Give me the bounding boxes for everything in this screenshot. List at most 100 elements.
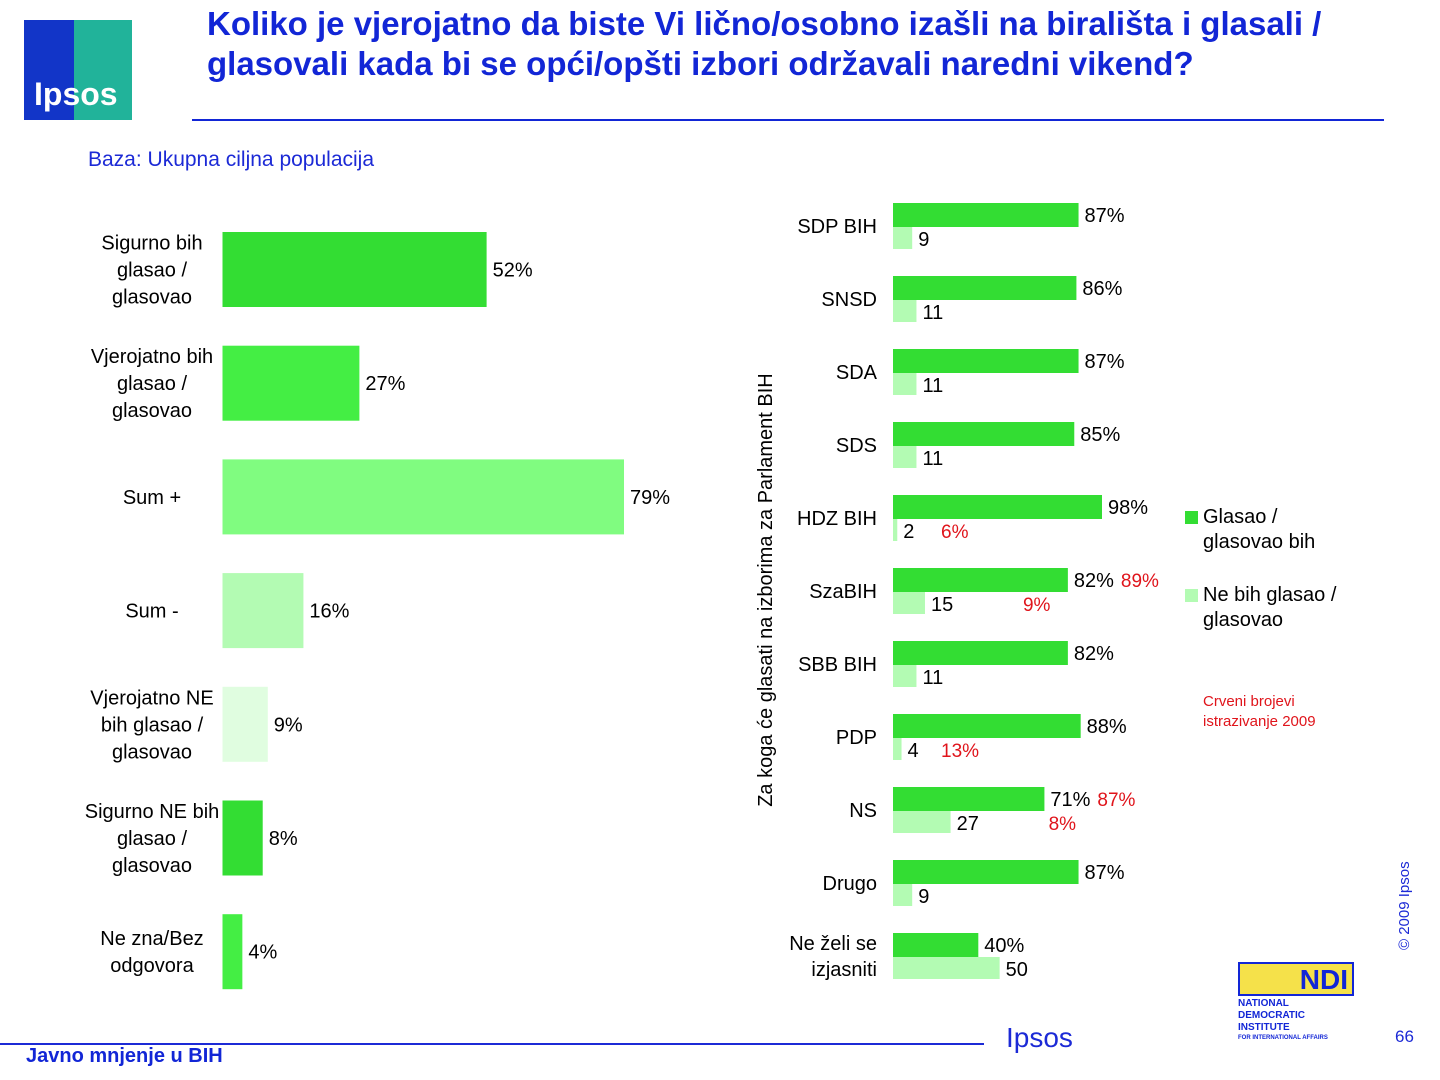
left-category-label-4-0: Vjerojatno NE <box>90 687 213 709</box>
left-category-label-0-0: Sigurno bih <box>101 233 202 255</box>
left-category-label-4-1: bih glasao / <box>101 714 204 736</box>
right-bar-glasao-2 <box>893 349 1079 373</box>
copyright: © 2009 Ipsos <box>1396 861 1413 950</box>
legend-label-ne-bih-line1: Ne bih glasao / <box>1203 584 1337 606</box>
left-bar-label-0: 52% <box>493 260 533 282</box>
right-bar-ne-bih-0 <box>893 227 913 249</box>
left-bar-label-2: 79% <box>630 487 670 509</box>
legend-swatch-ne-bih <box>1185 589 1198 602</box>
right-category-label-3-0: SDS <box>836 435 877 457</box>
footer-title: Javno mnjenje u BIH <box>26 1045 223 1067</box>
logo-text: Ipsos <box>34 76 118 112</box>
right-bar-ne-bih-6 <box>893 665 917 687</box>
right-label-ne-bih-7: 4 <box>908 740 919 762</box>
legend-label-glasao: Glasao / glasovao bih <box>1203 505 1315 555</box>
right-label-glasao-2: 87% <box>1085 351 1125 373</box>
ndi-mark: NDI <box>1238 962 1354 996</box>
right-label-glasao-5: 82% <box>1074 570 1114 592</box>
right-bar-glasao-10 <box>893 933 979 957</box>
right-annotation-2009-3: 13% <box>941 741 979 762</box>
left-category-label-4-2: glasovao <box>112 741 192 763</box>
left-category-label-0-2: glasovao <box>112 287 192 309</box>
right-category-label-6-0: SBB BIH <box>798 654 877 676</box>
right-category-label-10-0: Ne želi se <box>789 933 877 955</box>
ndi-line1: NATIONAL <box>1238 998 1289 1009</box>
right-axis-title: Za koga će glasati na izborima za Parlam… <box>755 373 777 807</box>
legend-swatch-glasao <box>1185 511 1198 524</box>
left-bar-4 <box>222 686 268 762</box>
left-bar-label-6: 4% <box>248 942 277 964</box>
right-label-glasao-0: 87% <box>1085 205 1125 227</box>
right-bar-glasao-6 <box>893 641 1068 665</box>
left-category-label-5-2: glasovao <box>112 855 192 877</box>
page-number: 66 <box>1395 1027 1414 1046</box>
legend-label-glasao-line2: glasovao bih <box>1203 531 1316 553</box>
left-bar-5 <box>222 800 263 876</box>
right-label-ne-bih-4: 2 <box>903 521 914 543</box>
right-bar-glasao-8 <box>893 787 1045 811</box>
right-annotation-2009-1: 89% <box>1121 571 1159 592</box>
right-label-glasao-1: 86% <box>1082 278 1122 300</box>
right-bar-ne-bih-3 <box>893 446 917 468</box>
left-category-label-6-1: odgovora <box>110 955 194 977</box>
right-label-ne-bih-9: 9 <box>918 886 929 908</box>
right-category-label-9-0: Drugo <box>823 873 877 895</box>
right-annotation-2009-4: 87% <box>1097 790 1135 811</box>
right-bar-glasao-3 <box>893 422 1075 446</box>
right-category-label-1-0: SNSD <box>821 289 877 311</box>
ndi-line2: DEMOCRATIC <box>1238 1010 1306 1021</box>
left-category-label-3-0: Sum - <box>125 601 178 623</box>
right-bar-glasao-7 <box>893 714 1081 738</box>
right-category-label-10-1: izjasniti <box>811 959 877 981</box>
right-label-ne-bih-10: 50 <box>1006 959 1028 981</box>
right-bar-ne-bih-9 <box>893 884 913 906</box>
right-annotation-2009-2: 9% <box>1023 595 1051 616</box>
right-bar-ne-bih-5 <box>893 592 925 614</box>
right-annotation-2009-0: 6% <box>941 522 969 543</box>
right-annotation-2009-5: 8% <box>1049 814 1077 835</box>
ipsos-logo: Ipsos <box>24 20 132 120</box>
logo-teal-panel <box>74 20 132 120</box>
right-bar-ne-bih-2 <box>893 373 917 395</box>
right-label-glasao-7: 88% <box>1087 716 1127 738</box>
legend-label-ne-bih-line2: glasovao <box>1203 609 1284 631</box>
right-label-ne-bih-0: 9 <box>918 229 929 251</box>
right-bar-ne-bih-8 <box>893 811 951 833</box>
right-label-ne-bih-5: 15 <box>931 594 953 616</box>
footer-ipsos-logo: Ipsos <box>1006 1022 1073 1053</box>
right-category-label-7-0: PDP <box>836 727 877 749</box>
right-label-glasao-6: 82% <box>1074 643 1114 665</box>
left-category-label-2-0: Sum + <box>123 487 181 509</box>
left-category-label-5-1: glasao / <box>117 828 187 850</box>
right-label-ne-bih-1: 11 <box>922 302 943 324</box>
left-category-label-1-0: Vjerojatno bih <box>91 346 213 368</box>
left-bar-label-3: 16% <box>309 601 349 623</box>
page-title: Koliko je vjerojatno da biste Vi lično/o… <box>207 5 1322 82</box>
right-label-ne-bih-8: 27 <box>957 813 979 835</box>
right-bar-glasao-4 <box>893 495 1102 519</box>
ndi-line4: FOR INTERNATIONAL AFFAIRS <box>1238 1035 1328 1041</box>
ndi-line3: INSTITUTE <box>1238 1022 1290 1033</box>
right-label-glasao-10: 40% <box>984 935 1024 957</box>
right-label-glasao-8: 71% <box>1050 789 1090 811</box>
left-bar-2 <box>222 459 624 535</box>
right-bar-glasao-0 <box>893 203 1079 227</box>
right-label-glasao-3: 85% <box>1080 424 1120 446</box>
left-category-label-0-1: glasao / <box>117 260 187 282</box>
left-bar-label-5: 8% <box>269 828 298 850</box>
right-category-label-8-0: NS <box>849 800 877 822</box>
right-bar-ne-bih-4 <box>893 519 898 541</box>
legend-label-glasao-line1: Glasao / <box>1203 506 1278 528</box>
left-category-label-1-1: glasao / <box>117 373 187 395</box>
right-bar-glasao-1 <box>893 276 1077 300</box>
right-bar-glasao-9 <box>893 860 1079 884</box>
left-category-label-6-0: Ne zna/Bez <box>100 928 203 950</box>
left-bar-label-1: 27% <box>365 373 405 395</box>
right-bar-ne-bih-7 <box>893 738 902 760</box>
ndi-text: NATIONAL DEMOCRATIC INSTITUTE FOR INTERN… <box>1238 998 1328 1042</box>
right-label-ne-bih-3: 11 <box>922 448 943 470</box>
left-bar-0 <box>222 232 487 307</box>
right-category-label-4-0: HDZ BIH <box>797 508 877 530</box>
left-category-label-5-0: Sigurno NE bih <box>85 801 220 823</box>
